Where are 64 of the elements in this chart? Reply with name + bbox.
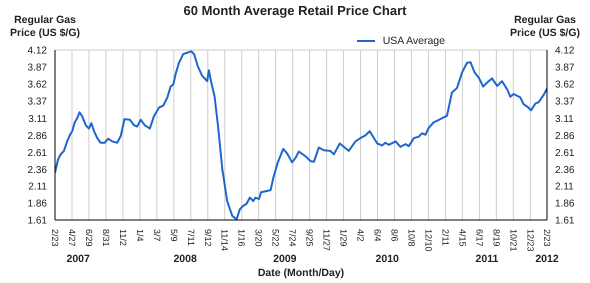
x-tick-label: 11/27 — [322, 229, 332, 251]
y-tick-label: 2.61 — [28, 148, 48, 159]
y2-tick-label: 3.11 — [555, 114, 574, 125]
x-tick-label: 2/23 — [50, 229, 60, 247]
x-tick-label: 7/11 — [186, 229, 196, 246]
x-tick-label: 5/9 — [168, 229, 179, 242]
y-axis-title: Regular Gas Price (US $/G) — [8, 14, 82, 40]
y-tick-label: 1.61 — [28, 216, 48, 227]
legend-label: USA Average — [382, 35, 445, 47]
x-tick-label: 8/19 — [491, 229, 502, 247]
x-tick-label: 3/7 — [152, 229, 162, 242]
y-tick-label: 3.11 — [28, 114, 48, 125]
y2-tick-label: 1.86 — [555, 198, 575, 210]
x2-tick-label: 2012 — [535, 253, 559, 265]
y-tick-label: 1.86 — [28, 198, 48, 210]
y-tick-label: 2.86 — [28, 130, 48, 142]
x-tick-label: 1/29 — [338, 229, 349, 247]
y2-tick-label: 3.37 — [555, 96, 575, 108]
x-tick-label: 4/2 — [356, 229, 366, 242]
x-tick-label: 6/4 — [372, 229, 383, 242]
x-tick-label: 12/23 — [525, 229, 536, 252]
y2-tick-label: 2.61 — [555, 148, 575, 159]
y2-axis-title: Regular Gas Price (US $/G) — [508, 14, 582, 40]
x-tick-label: 9/12 — [202, 229, 213, 247]
chart-title: 60 Month Average Retail Price Chart — [184, 3, 406, 18]
line-series — [55, 50, 547, 220]
y2-tick-label: 4.12 — [555, 46, 575, 57]
y2-tick-label: 1.61 — [555, 216, 575, 227]
x-tick-label: 4/27 — [66, 229, 77, 247]
y-tick-label: 2.11 — [28, 182, 48, 193]
x-tick-label: 2/23 — [542, 229, 552, 247]
y-tick-label: 3.37 — [28, 96, 48, 108]
x-tick-label: 9/25 — [304, 229, 315, 247]
x-tick-label: 11/14 — [220, 229, 230, 251]
y2-tick-label: 3.62 — [555, 79, 575, 90]
x-tick-label: 11/2 — [118, 229, 128, 246]
y2-tick-label: 3.87 — [555, 62, 575, 74]
x-tick-label: 6/17 — [474, 229, 484, 247]
x-tick-label: 6/29 — [84, 229, 94, 247]
x2-tick-label: 2008 — [173, 253, 197, 265]
x-tick-label: 1/16 — [236, 229, 247, 247]
x-tick-label: 4/15 — [457, 229, 468, 247]
x-tick-label: 3/20 — [254, 229, 264, 247]
x-tick-label: 7/24 — [288, 229, 298, 247]
x-tick-label: 8/31 — [100, 229, 111, 247]
y-tick-label: 2.36 — [28, 164, 48, 176]
x-axis-title: Date (Month/Day) — [256, 267, 346, 279]
x-tick-label: 10/8 — [406, 229, 416, 247]
y-tick-label: 3.87 — [28, 62, 48, 74]
y2-tick-label: 2.11 — [555, 182, 574, 193]
x-tick-label: 10/21 — [508, 229, 518, 252]
y2-tick-label: 2.36 — [555, 164, 575, 176]
x2-tick-label: 2007 — [66, 253, 90, 265]
x-tick-label: 1/4 — [134, 229, 145, 242]
x-tick-label: 8/6 — [389, 229, 400, 242]
y2-tick-label: 2.86 — [555, 130, 575, 142]
y-tick-label: 4.12 — [28, 46, 48, 57]
x2-tick-label: 2009 — [273, 253, 297, 265]
x-tick-label: 2/11 — [440, 229, 450, 246]
x2-tick-label: 2010 — [376, 253, 400, 265]
x2-tick-label: 2011 — [476, 253, 498, 265]
y-tick-label: 3.62 — [28, 79, 48, 90]
x-tick-label: 12/10 — [423, 229, 434, 252]
x-tick-label: 5/22 — [270, 229, 281, 247]
